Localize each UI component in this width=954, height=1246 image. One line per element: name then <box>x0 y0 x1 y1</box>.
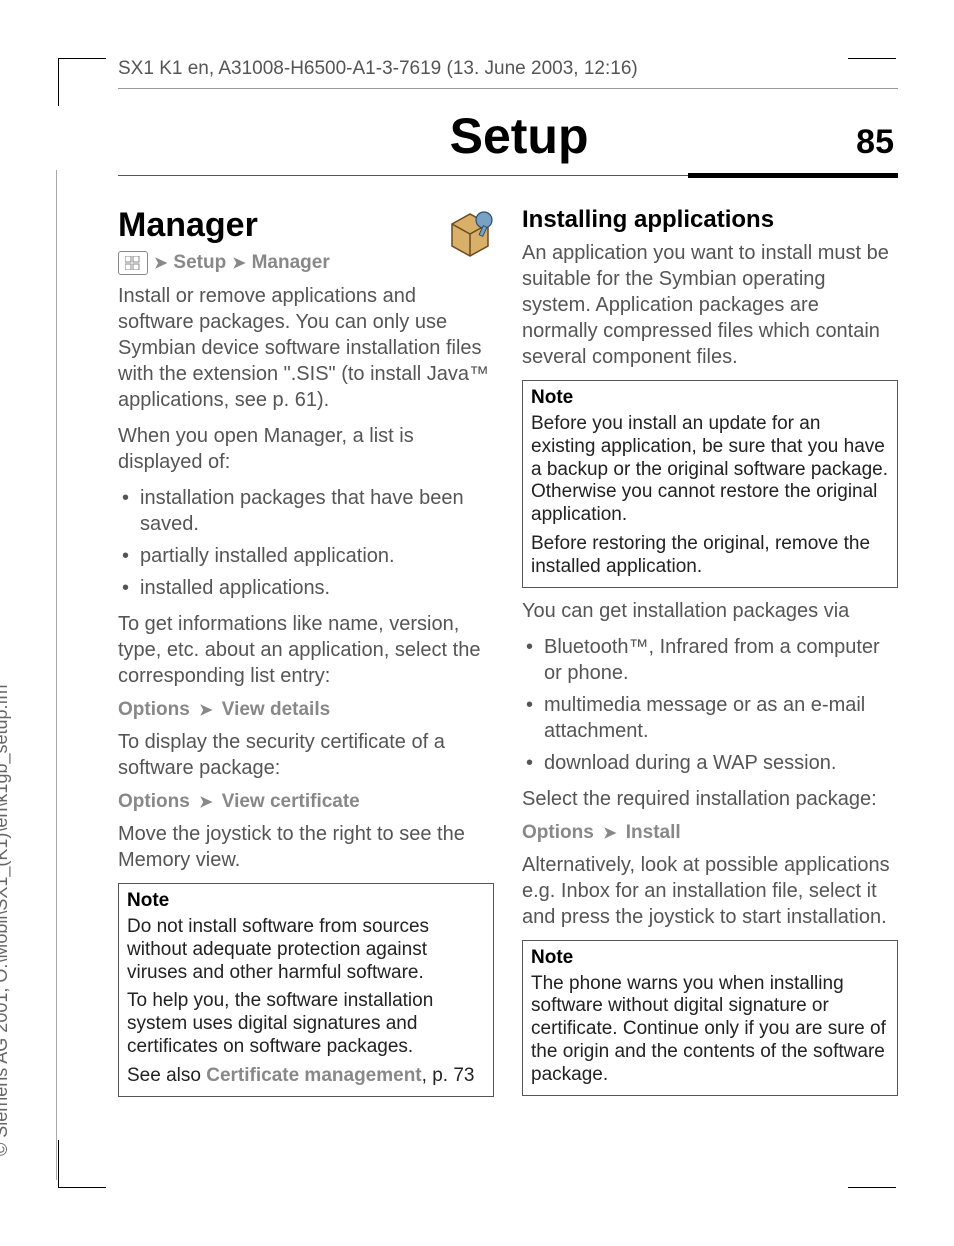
paragraph: To display the security certificate of a… <box>118 729 494 781</box>
crop-mark <box>58 58 106 59</box>
note-box: Note The phone warns you when installing… <box>522 940 898 1096</box>
menu-path: Options ➤ View certificate <box>118 791 494 813</box>
menu-path-item: View details <box>222 699 330 720</box>
crop-mark <box>848 1187 896 1188</box>
arrow-icon: ➤ <box>199 702 212 719</box>
menu-icon <box>118 251 148 275</box>
copyright-footer: © Siemens AG 2001, O:\Mobil\SX1_(K1)\en\… <box>0 684 12 1156</box>
paragraph: Install or remove applications and softw… <box>118 283 494 413</box>
menu-path-item: View certificate <box>222 791 360 812</box>
arrow-icon: ➤ <box>603 825 616 842</box>
title-underline <box>118 173 898 178</box>
paragraph: You can get installation packages via <box>522 598 898 624</box>
crop-mark <box>58 1140 59 1188</box>
crop-mark <box>58 1187 106 1188</box>
note-box: Note Before you install an update for an… <box>522 380 898 588</box>
left-column: Manager ➤ Setup ➤ Manager <box>118 206 494 1107</box>
note-title: Note <box>531 947 889 969</box>
document-header: SX1 K1 en, A31008-H6500-A1-3-7619 (13. J… <box>118 58 898 80</box>
crop-mark <box>58 58 59 106</box>
note-text-suffix: , p. 73 <box>422 1065 475 1086</box>
paragraph: An application you want to install must … <box>522 240 898 370</box>
list-item: multimedia message or as an e-mail attac… <box>522 692 898 744</box>
two-columns: Manager ➤ Setup ➤ Manager <box>118 206 898 1107</box>
paragraph: When you open Manager, a list is display… <box>118 423 494 475</box>
section-heading-manager: Manager <box>118 206 494 245</box>
menu-path: Options ➤ View details <box>118 699 494 721</box>
page-title: Setup <box>450 107 589 165</box>
menu-path: Options ➤ Install <box>522 822 898 844</box>
arrow-icon: ➤ <box>232 253 245 273</box>
header-divider <box>118 88 898 89</box>
paragraph: To get informations like name, version, … <box>118 611 494 689</box>
note-box: Note Do not install software from source… <box>118 883 494 1097</box>
note-link: Certificate management <box>206 1065 421 1086</box>
manager-box-icon <box>444 206 496 258</box>
note-text: The phone warns you when installing soft… <box>531 973 889 1087</box>
list-item: Bluetooth™, Infrared from a computer or … <box>522 634 898 686</box>
menu-path-item: Options <box>118 699 190 720</box>
arrow-icon: ➤ <box>154 253 167 273</box>
bullet-list: installation packages that have been sav… <box>118 485 494 601</box>
note-text: Before you install an update for an exis… <box>531 413 889 527</box>
note-title: Note <box>531 387 889 409</box>
paragraph: Select the required installation package… <box>522 786 898 812</box>
note-title: Note <box>127 890 485 912</box>
page-number: 85 <box>856 123 894 162</box>
title-row: Setup 85 <box>118 107 898 165</box>
breadcrumb-item: Manager <box>252 252 330 274</box>
paragraph: Alternatively, look at possible applicat… <box>522 852 898 930</box>
breadcrumb: ➤ Setup ➤ Manager <box>118 251 494 275</box>
note-text: Do not install software from sources wit… <box>127 916 485 984</box>
arrow-icon: ➤ <box>199 794 212 811</box>
menu-path-item: Options <box>118 791 190 812</box>
page-content: SX1 K1 en, A31008-H6500-A1-3-7619 (13. J… <box>118 58 898 1107</box>
list-item: download during a WAP session. <box>522 750 898 776</box>
list-item: installation packages that have been sav… <box>118 485 494 537</box>
list-item: installed applications. <box>118 575 494 601</box>
note-text: See also Certificate management, p. 73 <box>127 1065 485 1088</box>
bullet-list: Bluetooth™, Infrared from a computer or … <box>522 634 898 776</box>
note-text-prefix: See also <box>127 1065 206 1086</box>
menu-path-item: Install <box>626 822 681 843</box>
right-column: Installing applications An application y… <box>522 206 898 1107</box>
note-text: To help you, the software installation s… <box>127 990 485 1058</box>
menu-path-item: Options <box>522 822 594 843</box>
paragraph: Move the joystick to the right to see th… <box>118 821 494 873</box>
section-heading-installing: Installing applications <box>522 206 898 234</box>
left-margin-line <box>56 170 57 1180</box>
note-text: Before restoring the original, remove th… <box>531 533 889 579</box>
list-item: partially installed application. <box>118 543 494 569</box>
breadcrumb-item: Setup <box>173 252 226 274</box>
